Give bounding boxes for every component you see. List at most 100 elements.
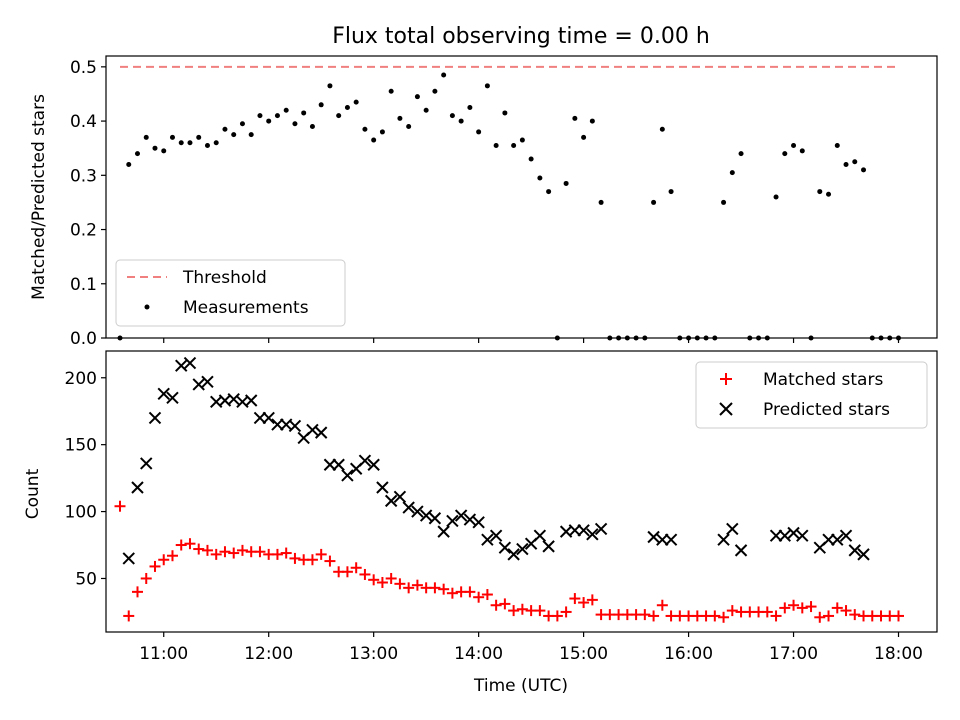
matched-stars-legend-swatch [720,373,732,385]
bottom-legend-box [695,361,928,429]
matched-star-point [350,562,362,574]
matched-star-point [359,568,371,580]
predicted-star-point [402,501,415,514]
matched-star-point [586,594,598,606]
measurement-point [817,189,823,195]
measurement-point [187,140,193,146]
bottom-plot-area: 50 100 150 200 11:00 12:00 13:00 14:00 15:00 16:0… [65,356,923,664]
measurement-point [423,107,429,113]
measurement-point [397,115,403,121]
predicted-star-point [577,524,590,537]
matched-star-point [831,602,843,614]
matched-star-point [394,578,406,590]
measurements-legend-label: Measurements [183,298,309,318]
predicted-star-point [332,458,345,471]
measurement-point [826,191,832,197]
measurement-point [362,126,368,132]
measurement-point [843,161,849,167]
matched-star-point [280,547,292,559]
bottom-x-tick-label: 11:00 [139,644,188,664]
measurement-point [143,134,149,140]
matched-star-point [228,547,240,559]
matched-star-point [271,548,283,560]
measurement-point [196,134,202,140]
predicted-star-point [358,454,372,467]
predicted-star-point [288,419,302,433]
measurement-point [834,142,840,148]
measurement-point [458,118,464,124]
bottom-y-tick-label: 200 [65,369,97,389]
measurement-point [353,99,359,105]
matched-star-point [149,560,161,572]
measurement-point [327,83,333,89]
matched-star-point [411,579,423,591]
matched-star-point [175,539,187,551]
matched-star-point [805,601,817,613]
bottom-x-tick-label: 18:00 [874,644,923,664]
matched-star-point [184,538,196,550]
predicted-star-point [192,378,205,391]
predicted-star-point [542,540,555,553]
predicted-star-point [148,411,162,425]
predicted-star-point [131,481,144,494]
predicted-star-point [586,528,599,541]
matched-star-point [578,597,590,609]
predicted-star-point [244,394,258,407]
measurement-point [476,129,482,135]
predicted-star-point [175,359,188,372]
measurement-point [169,134,175,140]
measurement-point [274,113,280,119]
matched-star-point [376,576,388,588]
measurement-point [782,151,788,157]
measurement-point [861,167,867,173]
matched-star-point [193,543,205,555]
measurement-point [152,145,158,151]
predicted-star-point [664,533,678,546]
top-y-tick-label: 0.2 [70,221,97,241]
matched-star-point [254,546,266,558]
predicted-star-point [314,426,328,439]
measurement-point [572,115,578,121]
top-legend-box [115,259,346,327]
measurement-point [773,194,779,200]
bottom-y-tick-label: 100 [65,503,97,523]
top-y-tick-label: 0.0 [70,329,97,349]
matched-star-point [114,500,126,512]
measurement-point [388,88,394,94]
measurement-point [301,110,307,116]
predicted-star-point [454,509,468,522]
measurement-point [563,180,569,186]
measurement-point [493,142,499,148]
predicted-star-point [227,392,240,406]
predicted-star-point [787,526,800,540]
measurement-point [799,148,805,154]
predicted-star-point [341,469,354,482]
bottom-x-tick-label: 17:00 [769,644,818,664]
predicted-star-point [472,516,485,529]
measurement-point [371,137,377,143]
matched-star-point [508,605,520,617]
top-legend: Threshold Measurements [115,259,346,327]
top-y-tick-label: 0.3 [70,166,97,186]
measurement-point [659,126,665,132]
predicted-stars-legend-swatch [719,402,733,416]
measurement-point [204,142,210,148]
measurement-point [791,142,797,148]
matched-star-point [560,606,572,618]
measurement-point [414,94,420,100]
matched-star-point [534,605,546,617]
predicted-star-point [489,529,503,542]
matched-star-point [499,598,511,610]
matched-star-point [210,548,222,560]
predicted-star-point [446,514,459,528]
matched-star-point [315,548,327,560]
matched-star-point [385,572,397,584]
top-y-tick-label: 0.4 [70,112,97,132]
predicted-star-point [376,481,389,494]
predicted-star-point [507,548,520,561]
matched-star-point [446,587,458,599]
predicted-star-point [647,530,660,544]
matched-star-point [464,586,476,598]
measurement-point [178,140,184,146]
